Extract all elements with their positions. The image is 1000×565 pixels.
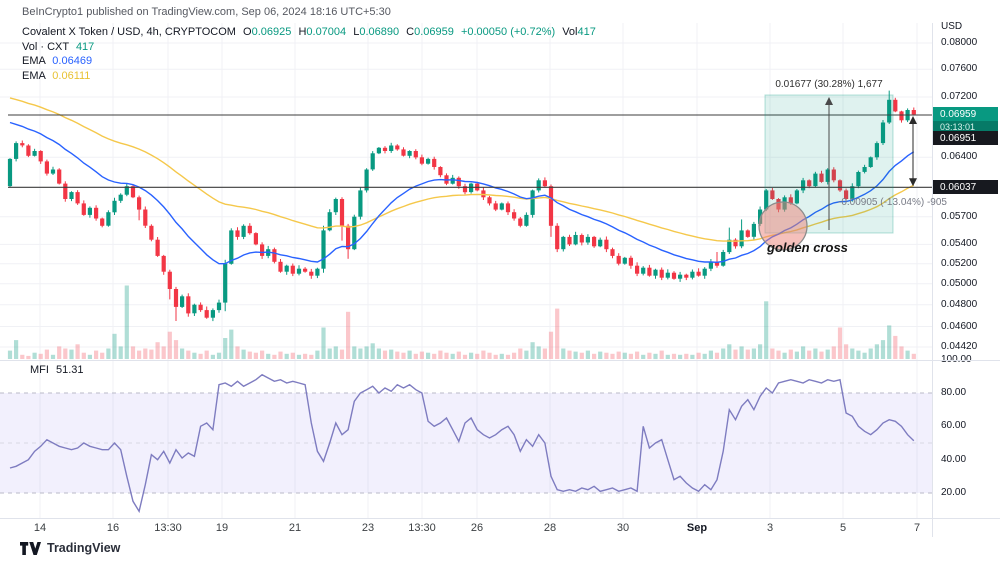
price-tick: 0.04420 — [941, 341, 978, 352]
time-label: 13:30 — [154, 522, 182, 534]
mfi-line — [9, 373, 915, 514]
time-label: 16 — [106, 522, 120, 534]
price-tick: 0.07600 — [941, 63, 978, 74]
mfi-legend-row[interactable]: MFI 51.31 — [30, 364, 84, 376]
close-value: 0.06959 — [414, 26, 454, 38]
price-tick: 0.06400 — [941, 151, 978, 162]
mfi-tick: 80.00 — [941, 387, 967, 398]
symbol-legend-row[interactable]: Covalent X Token / USD, 4h, CRYPTOCOM O0… — [22, 26, 596, 40]
high-value: 0.07004 — [306, 26, 347, 38]
pane-separator[interactable] — [0, 360, 1000, 361]
ema-slow-legend-row[interactable]: EMA 0.06111 — [22, 70, 596, 84]
vol-indicator-label: Vol · CXT — [22, 40, 69, 53]
measure-down-arrow — [909, 116, 917, 187]
mfi-label: MFI — [30, 364, 49, 376]
close-label: C — [406, 26, 415, 38]
price-tick: 0.04800 — [941, 299, 978, 310]
time-axis-separator — [0, 518, 1000, 519]
mfi-tick: 100.00 — [941, 354, 972, 365]
time-label: 19 — [215, 522, 229, 534]
ema-slow-value: 0.06111 — [52, 69, 91, 82]
volume-legend-row[interactable]: Vol · CXT 417 — [22, 41, 596, 55]
vol-indicator-value: 417 — [75, 40, 95, 53]
gridlines — [0, 23, 932, 518]
time-label: Sep — [686, 522, 708, 534]
horizontal-price-lines — [8, 114, 932, 188]
tradingview-attribution[interactable]: TradingView — [20, 541, 120, 555]
time-label: 26 — [470, 522, 484, 534]
volume-bars — [7, 285, 916, 360]
low-label: L — [353, 26, 360, 38]
time-label: 3 — [766, 522, 774, 534]
ema_fast-line — [9, 121, 915, 265]
tradingview-brand-text: TradingView — [47, 541, 121, 555]
price-tick: 0.05000 — [941, 278, 978, 289]
time-label: 21 — [288, 522, 302, 534]
time-label: 14 — [33, 522, 47, 534]
price-line-badge[interactable]: 0.06951 — [932, 131, 998, 145]
change-value: +0.00050 (+0.72%) — [460, 26, 556, 38]
open-label: O — [243, 26, 252, 38]
axis-currency-label: USD — [941, 21, 963, 32]
golden-cross-circle — [758, 201, 808, 251]
chart-legend: Covalent X Token / USD, 4h, CRYPTOCOM O0… — [22, 26, 596, 84]
mfi-tick: 20.00 — [941, 487, 967, 498]
ema-fast-label: EMA — [22, 55, 46, 67]
price-tick: 0.05700 — [941, 211, 978, 222]
attribution-text: BeInCrypto1 published on TradingView.com… — [22, 6, 391, 18]
time-label: 30 — [616, 522, 630, 534]
time-axis[interactable]: 14 16 13:30 19 21 23 13:30 26 28 30 Sep 3 5 7 — [0, 518, 932, 544]
symbol-title[interactable]: Covalent X Token / USD, 4h, CRYPTOCOM — [22, 26, 236, 38]
price-tick: 0.07200 — [941, 91, 978, 102]
chart-svg[interactable] — [0, 0, 932, 518]
high-label: H — [298, 26, 307, 38]
price-tick: 0.04600 — [941, 321, 978, 332]
open-value: 0.06925 — [251, 26, 292, 38]
price-tick: 0.05400 — [941, 238, 978, 249]
measure-up-label: 0.01677 (30.28%) 1,677 — [775, 79, 883, 90]
tradingview-logo-icon — [20, 541, 41, 555]
price-tick: 0.05200 — [941, 258, 978, 269]
mfi-tick: 60.00 — [941, 420, 967, 431]
ema-fast-value: 0.06469 — [52, 55, 93, 67]
chart-canvas[interactable]: 0.01677 (30.28%) 1,677 -0.00905 (-13.04%… — [0, 0, 947, 518]
time-label: 28 — [543, 522, 557, 534]
golden-cross-label: golden cross — [767, 240, 848, 255]
time-label: 13:30 — [408, 522, 436, 534]
last-price-badge[interactable]: 0.06959 03:13:01 — [932, 107, 998, 133]
time-label: 7 — [913, 522, 921, 534]
volume-value: 417 — [577, 26, 596, 38]
ema-slow-label: EMA — [22, 69, 46, 82]
mfi-value: 51.31 — [56, 364, 84, 376]
price-line-badge[interactable]: 0.06037 — [932, 180, 998, 194]
mfi-tick: 40.00 — [941, 454, 967, 465]
bar-countdown: 03:13:01 — [932, 121, 998, 133]
low-value: 0.06890 — [359, 26, 400, 38]
ema-fast-legend-row[interactable]: EMA 0.06469 — [22, 55, 596, 69]
mfi-pane — [0, 392, 932, 494]
price-axis-separator — [932, 23, 933, 537]
price-axis[interactable]: 0.08000 0.07600 0.07200 0.06400 0.05700 0.054… — [932, 0, 1000, 518]
time-label: 23 — [361, 522, 375, 534]
volume-label: Vol — [562, 26, 578, 38]
time-label: 5 — [839, 522, 847, 534]
price-tick: 0.08000 — [941, 37, 978, 48]
measure-down-label: -0.00905 (-13.04%) -905 — [838, 197, 947, 208]
